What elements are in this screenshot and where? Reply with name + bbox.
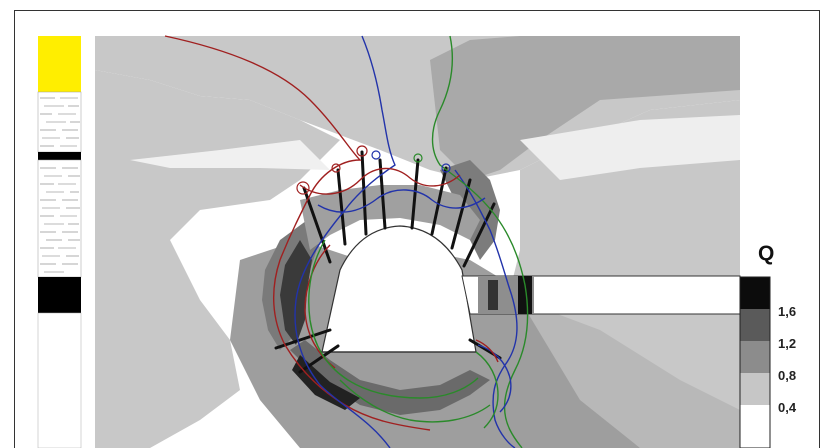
column-layer-clay bbox=[37, 312, 82, 448]
contour-green-main bbox=[431, 35, 529, 448]
marker-red-1 bbox=[296, 181, 310, 195]
gallery-black-block-2 bbox=[488, 280, 498, 310]
q-field-background bbox=[95, 36, 740, 448]
hatch-lower bbox=[40, 167, 80, 273]
legend-label-3: 0,8 bbox=[778, 368, 797, 383]
legend-title: Q bbox=[758, 242, 775, 265]
legend-bin-3 bbox=[740, 341, 770, 373]
bolt-5 bbox=[410, 158, 420, 230]
contour-blue-crown bbox=[317, 189, 486, 213]
legend-colorbar bbox=[739, 276, 771, 448]
bolt-6 bbox=[430, 166, 448, 236]
gallery-black-block bbox=[518, 276, 532, 314]
field-darkest-ring-left bbox=[280, 240, 312, 345]
bolt-7 bbox=[450, 178, 472, 250]
contour-red-lower-right bbox=[475, 339, 499, 363]
stratigraphic-column bbox=[37, 36, 82, 448]
legend-bin-4 bbox=[740, 373, 770, 405]
legend-bin-1 bbox=[740, 277, 770, 309]
figure-frame bbox=[14, 10, 820, 448]
marker-green-1 bbox=[413, 153, 423, 163]
legend-bin-2 bbox=[740, 309, 770, 341]
bolt-3 bbox=[360, 150, 368, 236]
legend-label-2: 1,2 bbox=[778, 336, 797, 351]
column-layer-coal-thick bbox=[38, 277, 81, 313]
legend-bin-5 bbox=[740, 405, 770, 448]
marker-red-3 bbox=[331, 163, 341, 173]
field-light-white-band bbox=[130, 140, 330, 170]
field-white-right-band bbox=[520, 115, 740, 180]
field-light-lower-right bbox=[520, 300, 740, 448]
bolt-2 bbox=[336, 168, 347, 246]
contour-green-right-lobe bbox=[475, 351, 499, 429]
legend-label-4: 0,4 bbox=[778, 400, 797, 415]
contour-markers bbox=[296, 145, 451, 195]
legend-bar-outline bbox=[739, 276, 771, 448]
bolt-4 bbox=[378, 158, 387, 230]
marker-blue-1 bbox=[371, 150, 381, 160]
bolt-10 bbox=[298, 344, 340, 374]
contour-blue-main bbox=[294, 35, 396, 448]
contour-green-bottom bbox=[339, 379, 491, 423]
contour-lines bbox=[164, 35, 529, 448]
field-mid-right-upper bbox=[430, 36, 740, 180]
marker-blue-2 bbox=[441, 163, 451, 173]
legend-label-1: 1,6 bbox=[778, 304, 797, 319]
contour-blue-right bbox=[454, 169, 518, 448]
column-layer-yellow bbox=[38, 36, 81, 92]
bolt-8 bbox=[462, 202, 496, 268]
contour-red-inner bbox=[304, 244, 336, 369]
contour-red-crown bbox=[299, 167, 461, 195]
marker-red-2 bbox=[356, 145, 368, 157]
tunnel bbox=[321, 225, 741, 353]
column-layer-hatched-lower bbox=[37, 159, 82, 278]
contour-green-left bbox=[308, 239, 479, 399]
tunnel-section bbox=[321, 225, 477, 353]
hatch-upper bbox=[40, 97, 80, 147]
column-layer-coal-thin bbox=[38, 152, 81, 160]
